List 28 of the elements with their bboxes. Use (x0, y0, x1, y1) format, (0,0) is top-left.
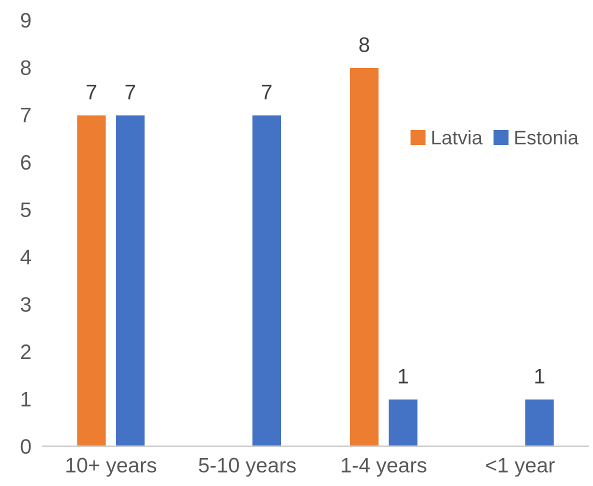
data-label: 1 (398, 369, 408, 384)
y-tick-label: 2 (21, 344, 31, 359)
y-tick-label: 4 (20, 250, 31, 264)
x-tick-label: 5-10 years (198, 458, 296, 477)
y-tick-label: 7 (21, 108, 31, 122)
legend-label: Latvia (432, 130, 483, 144)
y-tick-label: 8 (20, 60, 31, 76)
x-tick-label: 10+ years (66, 458, 156, 477)
data-label: 7 (126, 84, 136, 100)
y-tick-label: 9 (20, 12, 31, 28)
y-tick-label: 1 (22, 392, 31, 406)
data-label: 8 (359, 37, 370, 52)
bar (114, 114, 146, 446)
x-tick-label: <1 year (486, 458, 555, 477)
y-tick-label: 0 (20, 439, 31, 454)
y-tick-label: 6 (21, 155, 31, 170)
x-tick-label: 1-4 years (342, 458, 426, 477)
bar (348, 66, 380, 446)
legend-label: Estonia (515, 130, 579, 144)
y-tick-label: 5 (20, 202, 31, 218)
bar (387, 398, 419, 446)
bar (251, 114, 282, 446)
bar (524, 398, 556, 446)
data-label: 7 (86, 84, 96, 100)
data-label: 1 (535, 369, 544, 384)
y-tick-label: 3 (20, 297, 31, 312)
bar (76, 114, 108, 446)
data-label: 7 (262, 84, 272, 100)
